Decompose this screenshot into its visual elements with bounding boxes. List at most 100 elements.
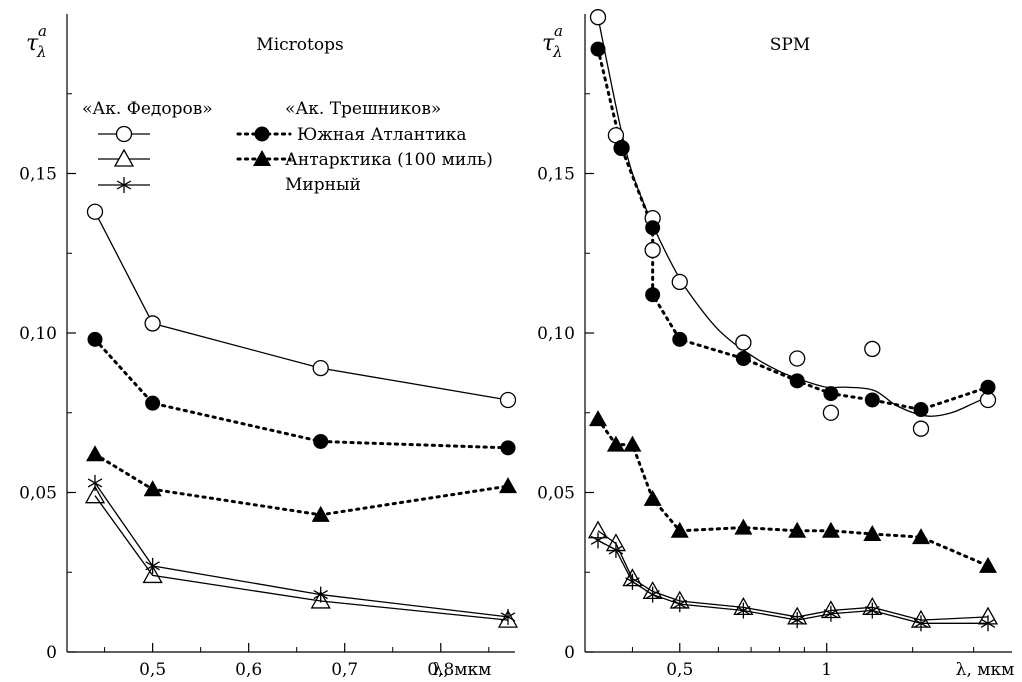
y-axis-label-superscript: a [554, 22, 563, 40]
data-series [84, 203, 519, 628]
x-tick-label: 0,5 [666, 660, 693, 680]
legend-group-header-treshnikov: «Ак. Трешников» [285, 99, 441, 119]
data-point-open-circle [144, 315, 161, 332]
data-point-filled-circle [87, 331, 103, 347]
data-point-filled-circle [913, 402, 929, 418]
x-tick-label: 1 [821, 660, 832, 680]
legend-filled-circle-marker [254, 126, 270, 142]
data-point-filled-circle [645, 220, 661, 236]
data-point-filled-circle [590, 41, 606, 57]
y-axis-label-symbol: τ [542, 31, 555, 56]
data-point-filled-triangle [499, 477, 517, 494]
data-point-filled-circle [789, 373, 805, 389]
y-axis-label-symbol: τ [26, 31, 39, 56]
data-point-asterisk [313, 586, 328, 603]
data-point-asterisk [865, 602, 880, 619]
data-point-filled-circle [672, 331, 688, 347]
y-tick-label: 0 [564, 643, 575, 663]
data-point-filled-circle [980, 379, 996, 395]
data-point-asterisk [145, 557, 160, 574]
legend-entry-south-atlantic: Южная Атлантика [297, 125, 467, 145]
data-point-asterisk [789, 612, 805, 629]
data-point-asterisk [980, 615, 996, 632]
data-point-asterisk [823, 605, 839, 622]
y-tick-label: 0,05 [19, 484, 57, 504]
y-axis-label-superscript: a [38, 22, 47, 40]
data-point-open-circle [979, 391, 997, 409]
data-point-asterisk [913, 615, 929, 632]
data-point-open-triangle [84, 485, 106, 504]
data-point-open-circle [735, 334, 752, 351]
data-point-open-circle [589, 9, 607, 26]
data-point-asterisk [590, 532, 606, 549]
data-point-open-circle [912, 420, 930, 437]
data-point-filled-triangle [911, 528, 930, 545]
y-tick-label: 0,05 [537, 484, 575, 504]
data-point-asterisk [736, 602, 751, 619]
x-tick-label: 0,7 [331, 660, 358, 680]
microtops-panel: τ a λ Microtops λ, мкм 00,050,100,150,5 0… [19, 14, 519, 680]
data-point-open-circle [789, 350, 806, 367]
axis-ticks: 0 0,05 0,10 0,15 0,5 0,6 0,7 0,8 [19, 93, 490, 680]
data-point-open-circle [499, 391, 517, 409]
data-point-asterisk [500, 608, 516, 625]
series-line [597, 530, 989, 621]
series-line [597, 539, 988, 624]
data-point-filled-triangle [143, 480, 162, 497]
data-point-filled-triangle [643, 489, 662, 506]
y-tick-label: 0,15 [537, 165, 575, 185]
data-point-filled-triangle [623, 435, 642, 452]
data-point-open-circle [644, 241, 661, 259]
x-axis-label: λ, мкм [433, 660, 492, 680]
data-point-asterisk [672, 596, 688, 613]
data-point-filled-circle [500, 440, 516, 456]
data-point-filled-triangle [311, 505, 330, 522]
y-axis-label-subscript: λ [552, 43, 563, 61]
legend-entry-mirny: Мирный [285, 175, 361, 195]
x-tick-label: 0,8 [427, 660, 454, 680]
data-point-filled-triangle [606, 435, 625, 452]
data-series [587, 9, 999, 632]
data-point-asterisk [87, 474, 103, 491]
data-point-filled-circle [823, 386, 839, 402]
x-tick-label: 0,5 [139, 660, 166, 680]
data-point-open-triangle [142, 565, 163, 584]
data-point-filled-circle [645, 287, 661, 303]
data-point-open-circle [822, 404, 840, 421]
data-point-filled-circle [313, 433, 329, 449]
legend-filled-triangle-marker [253, 150, 271, 166]
data-point-filled-triangle [734, 518, 753, 535]
y-tick-label: 0,15 [19, 165, 57, 185]
x-tick-label: 0,6 [235, 660, 262, 680]
data-point-filled-triangle [821, 521, 840, 538]
axis-ticks: 0 0,05 0,10 0,15 0,5 1 [537, 93, 975, 680]
data-point-filled-circle [735, 351, 751, 367]
legend-group-header-fedorov: «Ак. Федоров» [82, 99, 213, 119]
y-tick-label: 0,10 [19, 324, 57, 344]
data-point-filled-triangle [788, 521, 807, 538]
legend-open-triangle-marker [113, 148, 135, 167]
data-point-filled-triangle [863, 524, 882, 541]
series-line [93, 337, 510, 450]
data-point-asterisk [608, 541, 624, 558]
series-line [94, 495, 509, 621]
legend-entry-antarctica: Антарктика (100 миль) [285, 150, 493, 170]
fit-curve [597, 17, 989, 417]
data-point-filled-triangle [670, 521, 689, 538]
series-line [596, 417, 990, 568]
y-tick-label: 0,10 [537, 324, 575, 344]
x-axis-label: λ, мкм [956, 660, 1015, 680]
data-point-filled-triangle [86, 445, 104, 462]
data-point-open-triangle [310, 590, 331, 609]
data-point-filled-triangle [589, 410, 607, 427]
series-line [94, 482, 509, 618]
legend: «Ак. Федоров» «Ак. Трешников» Южная Атла… [82, 99, 493, 195]
chart-title: SPM [770, 35, 811, 55]
data-point-filled-circle [864, 392, 880, 408]
data-point-open-circle [312, 359, 329, 377]
y-axis-label-subscript: λ [36, 43, 47, 61]
data-point-open-circle [671, 273, 688, 291]
data-point-asterisk [625, 573, 640, 590]
data-point-asterisk [645, 586, 660, 603]
